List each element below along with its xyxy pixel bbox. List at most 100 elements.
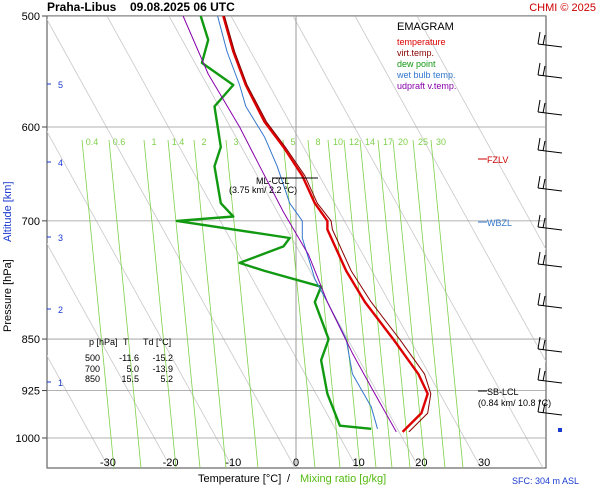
wind-barb bbox=[537, 149, 563, 154]
mixing-ratio-line bbox=[377, 139, 411, 468]
temp-tick-label: 10 bbox=[353, 457, 365, 469]
table-cell: -15.2 bbox=[152, 353, 173, 363]
wind-barb bbox=[537, 304, 563, 309]
pressure-tick-label: 925 bbox=[22, 386, 40, 398]
pressure-tick-label: 500 bbox=[22, 11, 40, 23]
wind-barbs bbox=[537, 31, 563, 432]
wind-barb-flag bbox=[537, 31, 541, 45]
mixing-ratio-line bbox=[193, 139, 227, 468]
mixing-ratio-line bbox=[143, 139, 177, 468]
mixing-ratio-line bbox=[225, 139, 259, 468]
sb-lcl-label: SB-LCL bbox=[487, 387, 519, 397]
wind-barb-flag bbox=[537, 175, 541, 189]
table-cell: 5.2 bbox=[160, 374, 173, 384]
wbzl-label: WBZL bbox=[487, 218, 512, 228]
pressure-tick-label: 700 bbox=[22, 216, 40, 228]
pressure-tick-label: 1000 bbox=[16, 433, 40, 445]
wind-barb-flag bbox=[542, 254, 546, 266]
wind-barb-flag bbox=[542, 339, 546, 351]
wind-barb-flag bbox=[537, 251, 541, 265]
legend-item-virt-temp: virt.temp. bbox=[397, 48, 434, 58]
mixing-ratio-label: 1 bbox=[151, 137, 156, 147]
mixing-ratio-label: 30 bbox=[436, 137, 446, 147]
mixing-ratio-label: 17 bbox=[383, 137, 393, 147]
wind-barb-flag bbox=[537, 137, 541, 151]
legend-item-updraft: udpraft v.temp. bbox=[397, 81, 456, 91]
mixing-ratio-label: 8 bbox=[315, 137, 320, 147]
temp-tick-label: 30 bbox=[478, 457, 490, 469]
mixing-ratio-label: 1.4 bbox=[172, 137, 185, 147]
wind-barb bbox=[537, 379, 563, 384]
altitude-tick-label: 2 bbox=[58, 305, 63, 315]
sfc-label: SFC: 304 m ASL bbox=[512, 476, 579, 486]
mixing-ratio-label: 0.6 bbox=[113, 137, 126, 147]
altitude-tick-label: 3 bbox=[58, 233, 63, 243]
table-header-t: T bbox=[123, 337, 129, 347]
legend: EMAGRAM temperature virt.temp. dew point… bbox=[396, 21, 456, 91]
series-line-udpraft-v-temp- bbox=[182, 16, 397, 433]
mixing-ratio-line bbox=[430, 139, 464, 468]
legend-item-dew-point: dew point bbox=[397, 59, 436, 69]
wind-barb bbox=[537, 411, 563, 416]
altitude-tick-label: 4 bbox=[58, 158, 63, 168]
mixing-ratio-label: 0.4 bbox=[86, 137, 99, 147]
mixing-ratio-line bbox=[359, 139, 393, 468]
dry-adiabat bbox=[47, 355, 110, 468]
mixing-ratio-label: 3 bbox=[233, 137, 238, 147]
wind-barb bbox=[537, 226, 563, 231]
dry-adiabat bbox=[47, 18, 296, 468]
x-axis-label-temp: Temperature [°C] bbox=[198, 473, 281, 485]
altitude-tick-label: 1 bbox=[58, 378, 63, 388]
mixing-ratio-line bbox=[327, 139, 361, 468]
series-line-dew-point bbox=[175, 16, 372, 430]
x-axis-label-sep: / bbox=[287, 473, 291, 485]
wind-barb-flag bbox=[542, 295, 546, 307]
table-cell: 500 bbox=[85, 353, 100, 363]
mixing-ratio-line bbox=[282, 139, 316, 468]
pressure-tick-label: 600 bbox=[22, 122, 40, 134]
table-cell: 5.0 bbox=[126, 364, 139, 374]
wind-barb-flag bbox=[542, 34, 546, 46]
series-line-wet-bulb-temp- bbox=[217, 16, 378, 429]
station-title: Praha-Libus bbox=[47, 0, 117, 14]
wind-barb-flag bbox=[542, 65, 546, 77]
wind-barb-flag bbox=[542, 217, 546, 229]
copyright: CHMI © 2025 bbox=[529, 2, 596, 14]
mixing-ratio-line bbox=[108, 139, 142, 468]
table-header-p: p [hPa] bbox=[89, 337, 118, 347]
series-line-temperature bbox=[222, 16, 429, 433]
wind-barb-flag bbox=[537, 367, 541, 381]
mixing-ratio-label: 14 bbox=[365, 137, 375, 147]
wind-barb-flag bbox=[542, 178, 546, 190]
mixing-ratio-label: 5 bbox=[290, 137, 295, 147]
wind-barb-flag bbox=[537, 62, 541, 76]
wind-barb bbox=[537, 348, 563, 353]
fzlv-label: FZLV bbox=[487, 155, 508, 165]
grid-layer bbox=[47, 16, 546, 468]
altitude-tick-label: 5 bbox=[58, 80, 63, 90]
table-cell: 850 bbox=[85, 374, 100, 384]
table-cell: -11.6 bbox=[119, 353, 139, 363]
wind-barb-flag bbox=[542, 102, 546, 114]
dry-adiabat bbox=[106, 16, 358, 468]
temp-tick-label: 0 bbox=[293, 457, 299, 469]
wind-barb-flag bbox=[537, 292, 541, 306]
temp-tick-label: -10 bbox=[225, 457, 241, 469]
ml-ccl-label: ML-CCL bbox=[256, 176, 290, 186]
mixing-ratio-line bbox=[343, 139, 377, 468]
wind-barb-flag bbox=[537, 214, 541, 228]
sb-lcl-info: (0.84 km/ 10.8 °C) bbox=[478, 398, 551, 408]
legend-item-wet-bulb: wet bulb temp. bbox=[396, 70, 456, 80]
legend-title: EMAGRAM bbox=[397, 21, 454, 33]
y-axis-label-pressure: Pressure [hPa] bbox=[2, 259, 14, 332]
mixing-ratio-label: 2 bbox=[201, 137, 206, 147]
x-axis-label-mixing: Mixing ratio [g/kg] bbox=[300, 473, 386, 485]
series-layer bbox=[175, 16, 432, 433]
wind-barb bbox=[537, 111, 563, 116]
dry-adiabat bbox=[168, 16, 420, 468]
legend-item-temperature: temperature bbox=[397, 37, 446, 47]
wind-barb-flag bbox=[542, 370, 546, 382]
dry-adiabat bbox=[416, 16, 546, 251]
